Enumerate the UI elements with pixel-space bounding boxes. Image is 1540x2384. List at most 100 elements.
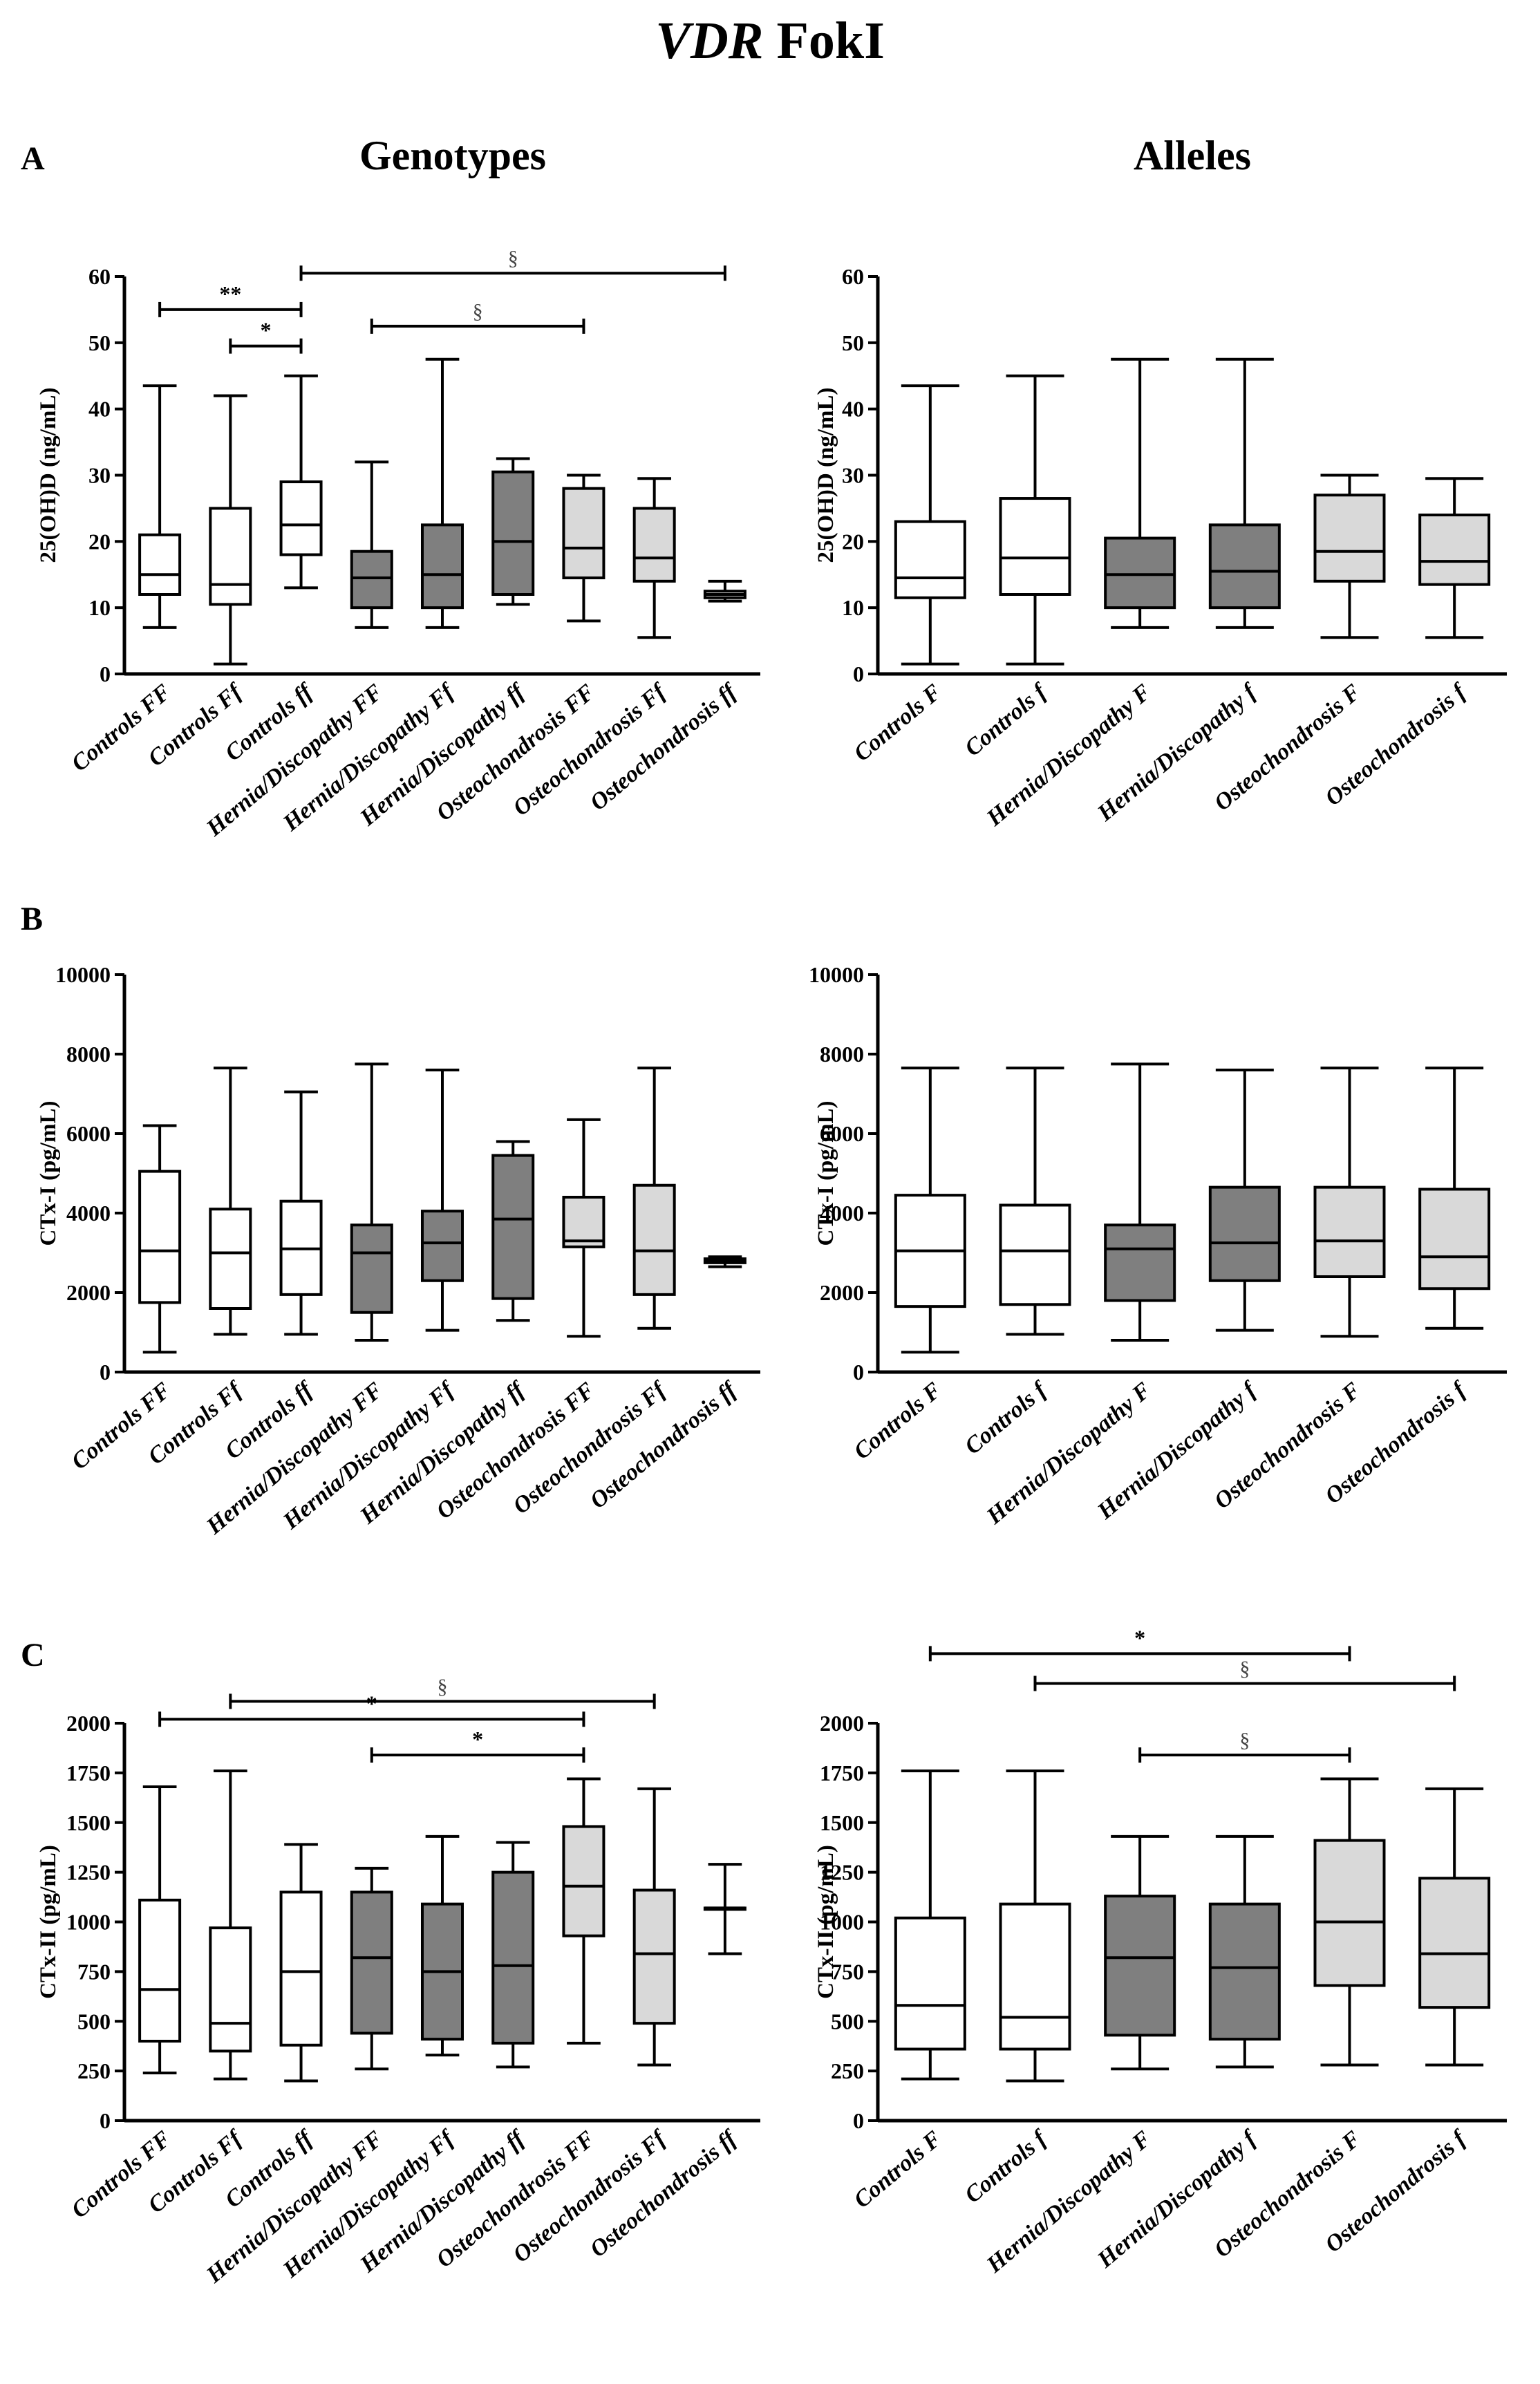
iqr-box [1104,1895,1176,2037]
box-hernia-discopathy-f [1104,357,1176,629]
y-tick-label: 1750 [820,1761,864,1785]
box-osteochondrosis-f [1313,1067,1386,1338]
iqr-box [1313,494,1386,583]
y-axis-title: 25(OH)D (ng/mL) [36,388,61,563]
y-tick-label: 500 [77,2009,111,2034]
box-controls-ff [138,1124,182,1354]
box-hernia-discopathy-f [1104,1834,1176,2071]
box-hernia-discopathy-ff [421,1069,464,1332]
significance-label: * [1134,1625,1145,1650]
box-hernia-discopathy-f [1208,1069,1281,1332]
box-controls-f [999,374,1071,666]
y-tick-label: 10000 [55,962,111,987]
iqr-box [209,1926,252,2053]
box-controls-ff [209,394,252,666]
iqr-box [999,1203,1071,1306]
y-tick-label: 6000 [66,1121,111,1146]
box-osteochondrosis-ff [632,1787,676,2067]
box-hernia-discopathy-ff [491,1841,535,2069]
column-header-genotypes: Genotypes [359,133,546,178]
iqr-box [894,520,966,599]
iqr-box [209,507,252,606]
significance-bracket: * [158,1691,585,1727]
iqr-box [562,1825,605,1937]
y-axis-title: CTx-II (pg/mL) [814,1845,838,1999]
box-osteochondrosis-f [1313,1777,1386,2067]
significance-bracket: ** [158,281,303,317]
box-osteochondrosis-f [1313,473,1386,639]
y-tick-label: 500 [831,2009,864,2034]
y-tick-label: 0 [853,661,864,686]
iqr-box [138,533,182,596]
y-tick-label: 8000 [66,1042,111,1067]
iqr-box [1104,1223,1176,1302]
y-tick-label: 40 [842,397,864,422]
iqr-box [491,1154,535,1300]
significance-label: § [508,247,518,270]
figure-title: VDR FokI [655,12,885,70]
box-osteochondrosis-ff [562,1777,605,2045]
significance-label: ** [219,281,241,306]
y-tick-label: 750 [77,1959,111,1984]
figure-title-gene: VDR [655,12,763,70]
panel-letter-a: A [21,140,45,177]
box-controls-f [894,384,966,666]
iqr-box [421,1210,464,1282]
iqr-box [562,487,605,580]
iqr-box [279,1890,323,2047]
iqr-box [491,470,535,596]
y-axis-title: CTx-I (pg/mL) [36,1101,61,1246]
box-controls-ff [279,374,323,590]
y-axis-title: 25(OH)D (ng/mL) [814,388,838,563]
y-tick-label: 1750 [66,1761,111,1785]
significance-bracket: § [229,1675,656,1709]
iqr-box [632,507,676,583]
y-tick-label: 4000 [820,1201,864,1226]
y-tick-label: 10000 [809,962,864,987]
box-osteochondrosis-f [1418,477,1491,639]
significance-bracket: § [1033,1658,1456,1691]
y-tick-label: 2000 [820,1711,864,1736]
iqr-box [138,1170,182,1304]
significance-bracket: § [1138,1729,1351,1763]
y-tick-label: 1500 [820,1810,864,1835]
box-osteochondrosis-ff [562,473,605,623]
box-controls-ff [209,1770,252,2081]
box-hernia-discopathy-ff [350,460,393,629]
box-controls-f [999,1067,1071,1336]
significance-bracket: * [928,1625,1351,1662]
box-hernia-discopathy-ff [421,357,464,629]
significance-label: § [473,300,483,323]
box-hernia-discopathy-ff [421,1834,464,2057]
iqr-box [562,1196,605,1248]
iqr-box [138,1898,182,2043]
iqr-box [632,1183,676,1296]
significance-label: * [260,318,271,343]
significance-label: § [1239,1729,1250,1752]
significance-label: § [438,1675,448,1698]
iqr-box [350,550,393,610]
y-tick-label: 2000 [66,1711,111,1736]
y-tick-label: 60 [842,264,864,289]
y-tick-label: 250 [77,2058,111,2083]
box-hernia-discopathy-f [1104,1062,1176,1342]
box-osteochondrosis-ff [703,1255,746,1268]
box-hernia-discopathy-ff [491,1140,535,1322]
y-tick-label: 6000 [820,1121,864,1146]
iqr-box [1418,1877,1491,2009]
y-tick-label: 20 [88,529,111,554]
iqr-box [1313,1185,1386,1278]
y-tick-label: 30 [88,463,111,488]
y-tick-label: 60 [88,264,111,289]
significance-label: * [472,1727,483,1752]
figure-title-polymorphism: FokI [777,12,885,70]
box-controls-f [894,1770,966,2081]
box-osteochondrosis-ff [632,477,676,639]
iqr-box [209,1208,252,1310]
iqr-box [491,1870,535,2045]
panel-letter-b: B [21,901,43,937]
y-tick-label: 1250 [820,1860,864,1885]
y-axis-title: CTx-II (pg/mL) [36,1845,61,1999]
significance-label: * [366,1691,377,1716]
